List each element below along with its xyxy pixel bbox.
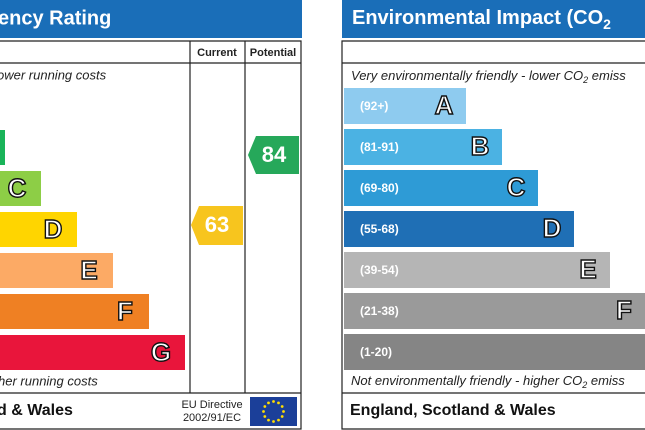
star — [262, 410, 265, 413]
title-text: Environmental Impact (CO — [352, 7, 603, 29]
note-text: emiss — [588, 68, 626, 83]
rating-band — [344, 334, 645, 370]
note-text: Very environmentally friendly - lower CO — [351, 68, 583, 83]
note-text: emiss — [587, 373, 625, 388]
left-frame — [0, 40, 302, 430]
rating-band — [0, 212, 77, 247]
band-letter: C — [507, 172, 526, 202]
band-letter: E — [80, 255, 97, 285]
band-letter: F — [616, 295, 632, 325]
bottom-note: her running costs — [0, 373, 98, 388]
band-letter: G — [151, 337, 171, 367]
rating-band — [344, 129, 502, 165]
potential-arrow — [248, 136, 299, 174]
band-range: (69-80) — [360, 181, 399, 195]
potential-rating: 84 — [262, 142, 287, 167]
rating-band — [344, 211, 574, 247]
band-range: (55-68) — [360, 222, 399, 236]
star — [277, 418, 280, 422]
current-arrow — [191, 206, 243, 245]
top-note: Very environmentally friendly - lower CO… — [351, 68, 626, 85]
star — [263, 405, 267, 408]
bottom-note: Not environmentally friendly - higher CO… — [351, 373, 625, 390]
header-bar — [0, 0, 302, 38]
rating-band — [0, 253, 113, 288]
star — [280, 415, 284, 418]
footer: England, Scotland & Wales — [350, 402, 556, 419]
band-letter: D — [543, 213, 562, 243]
star — [272, 400, 275, 403]
rating-band — [344, 293, 645, 329]
rating-band — [344, 252, 610, 288]
header-bar — [342, 0, 645, 38]
top-note: ower running costs — [0, 67, 107, 82]
note-subscript: 2 — [581, 380, 587, 390]
current-rating: 63 — [205, 212, 229, 237]
column-header: Current — [197, 47, 237, 59]
star — [282, 410, 285, 413]
rating-band — [344, 88, 466, 124]
right-frame — [341, 40, 645, 430]
title-subscript: 2 — [603, 16, 611, 32]
title: ency Rating — [0, 7, 111, 29]
star — [263, 415, 267, 418]
rating-band — [0, 171, 41, 206]
star — [272, 420, 275, 423]
band-range: (81-91) — [360, 140, 399, 154]
star — [280, 405, 284, 408]
band-range: (1-20) — [360, 345, 392, 359]
note-text: Not environmentally friendly - higher CO — [351, 373, 582, 388]
band-letter: D — [44, 214, 63, 244]
column-header: Potential — [250, 47, 296, 59]
directive: 2002/91/EC — [183, 412, 241, 424]
footer: d & Wales — [0, 402, 73, 419]
directive: EU Directive — [181, 399, 242, 411]
rating-band — [0, 294, 149, 329]
band-letter: B — [471, 131, 490, 161]
star — [277, 401, 280, 405]
band-range: (92+) — [360, 99, 388, 113]
note-subscript: 2 — [582, 75, 588, 85]
rating-band — [0, 335, 185, 370]
band-letter: C — [8, 173, 27, 203]
rating-band — [344, 170, 538, 206]
star — [267, 401, 270, 405]
star — [267, 418, 270, 422]
band-range: (21-38) — [360, 304, 399, 318]
band-letter: E — [579, 254, 596, 284]
band-letter: A — [435, 90, 454, 120]
eu-flag — [250, 397, 297, 426]
rating-band — [0, 130, 5, 165]
band-letter: F — [117, 296, 133, 326]
title: Environmental Impact (CO2 — [352, 7, 611, 31]
band-range: (39-54) — [360, 263, 399, 277]
